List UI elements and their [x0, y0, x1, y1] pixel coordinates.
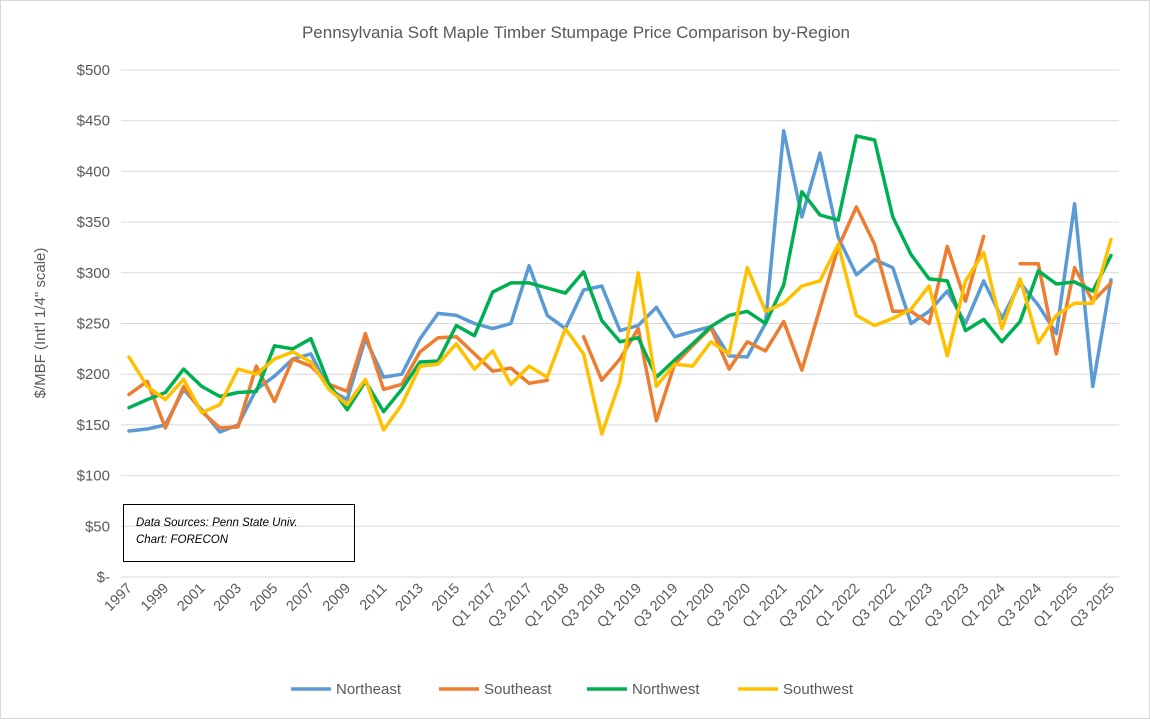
y-tick-label: $200	[77, 366, 110, 383]
note-chart-credit: Chart: FORECON	[136, 534, 229, 546]
legend-label: Northwest	[632, 681, 700, 698]
y-tick-label: $250	[77, 316, 110, 333]
x-tick-label: 2003	[211, 581, 245, 615]
legend-label: Northeast	[336, 681, 402, 698]
y-tick-label: $350	[77, 214, 110, 231]
x-tick-label: 2011	[357, 581, 390, 614]
y-tick-label: $50	[85, 518, 110, 535]
y-tick-label: $150	[77, 417, 110, 434]
data-source-note: Data Sources: Penn State Univ. Chart: FO…	[123, 504, 355, 562]
series-line-southwest	[127, 237, 1113, 436]
series-line-northwest	[127, 134, 1113, 414]
legend-item-northeast: Northeast	[291, 681, 402, 698]
y-tick-label: $500	[77, 62, 110, 79]
chart-title: Pennsylvania Soft Maple Timber Stumpage …	[302, 23, 850, 42]
x-tick-label: 1999	[138, 581, 172, 615]
legend-label: Southeast	[484, 681, 552, 698]
note-sources: Data Sources: Penn State Univ.	[136, 517, 298, 529]
x-tick-label: 2005	[247, 581, 281, 615]
legend-item-southwest: Southwest	[738, 681, 854, 698]
x-tick-label: 2007	[284, 581, 318, 615]
legend-item-southeast: Southeast	[439, 681, 552, 698]
legend-label: Southwest	[783, 681, 854, 698]
x-tick-label: 2009	[320, 581, 354, 615]
y-tick-label: $100	[77, 468, 110, 485]
x-tick-label: 2001	[174, 581, 208, 615]
y-axis-title: $/MBF (Int'l 1/4" scale)	[32, 248, 49, 399]
y-tick-label: $300	[77, 265, 110, 282]
y-tick-label: $-	[97, 569, 110, 586]
legend-item-northwest: Northwest	[587, 681, 700, 698]
x-tick-label: 2013	[393, 581, 427, 615]
y-tick-label: $450	[77, 113, 110, 130]
y-tick-label: $400	[77, 163, 110, 180]
